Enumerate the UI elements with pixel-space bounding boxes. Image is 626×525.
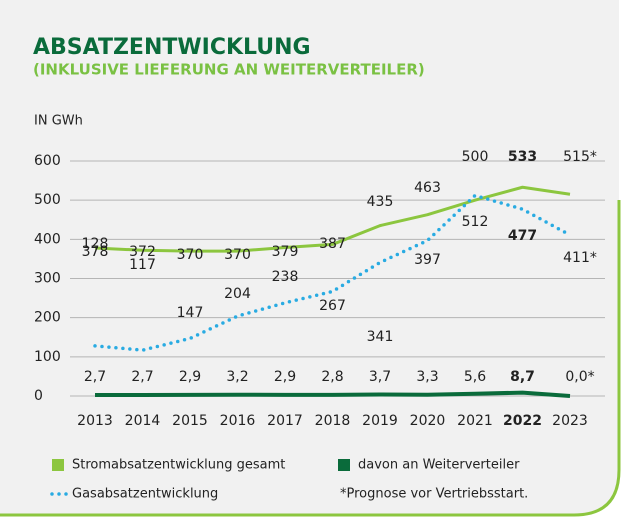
legend-label: Gasabsatzentwicklung (72, 487, 218, 502)
x-tick-label: 2020 (410, 413, 446, 429)
y-tick-label: 100 (34, 349, 61, 365)
data-label: 2,9 (179, 369, 201, 385)
data-label: 204 (224, 286, 251, 302)
x-tick-label: 2021 (457, 413, 493, 429)
data-label: 379 (272, 244, 299, 260)
data-label: 477 (508, 228, 537, 244)
data-label: 238 (272, 269, 299, 285)
series-line (95, 390, 571, 398)
data-label: 147 (177, 305, 204, 321)
legend-label: Stromabsatzentwicklung gesamt (72, 458, 285, 473)
panel (0, 0, 619, 515)
data-label: 0,0* (565, 369, 594, 385)
footnote: *Prognose vor Vertriebsstart. (340, 487, 528, 502)
data-label: 372 (129, 244, 156, 260)
chart-subtitle: (INKLUSIVE LIEFERUNG AN WEITERVERTEILER) (33, 61, 425, 79)
panel-border (0, 200, 621, 517)
data-label: 515* (563, 149, 597, 165)
x-tick-label: 2023 (552, 413, 588, 429)
x-tick-label: 2019 (362, 413, 398, 429)
data-label: 117 (129, 257, 156, 273)
x-tick-label: 2022 (503, 413, 542, 429)
y-tick-label: 400 (34, 231, 61, 247)
data-label: 3,2 (226, 369, 248, 385)
data-label: 3,3 (416, 369, 438, 385)
data-label: 5,6 (464, 369, 486, 385)
data-label: 411* (563, 250, 597, 266)
data-label: 435 (367, 194, 394, 210)
data-label: 128 (82, 236, 109, 252)
data-label: 387 (319, 236, 346, 252)
data-label: 267 (319, 298, 346, 314)
x-tick-label: 2017 (267, 413, 303, 429)
data-label: 8,7 (510, 369, 535, 385)
data-label: 2,7 (131, 369, 153, 385)
y-tick-label: 600 (34, 153, 61, 169)
data-label: 397 (414, 252, 441, 268)
data-label: 2,8 (321, 369, 343, 385)
data-label: 533 (508, 149, 537, 165)
y-tick-label: 200 (34, 310, 61, 326)
legend-swatch (338, 459, 350, 471)
y-axis-label: IN GWh (34, 114, 83, 129)
series-line (94, 185, 571, 253)
data-label: 2,9 (274, 369, 296, 385)
data-label: 2,7 (84, 369, 106, 385)
y-tick-label: 300 (34, 271, 61, 287)
legend-label: davon an Weiterverteiler (358, 458, 520, 473)
data-label: 463 (414, 180, 441, 196)
data-label: 3,7 (369, 369, 391, 385)
x-tick-label: 2013 (77, 413, 113, 429)
data-label: 500 (462, 149, 489, 165)
y-tick-label: 0 (34, 388, 43, 404)
data-label: 341 (367, 329, 394, 345)
x-tick-label: 2014 (125, 413, 161, 429)
y-tick-label: 500 (34, 192, 61, 208)
data-label: 370 (224, 247, 251, 263)
x-tick-label: 2016 (220, 413, 256, 429)
data-label: 378 (82, 244, 109, 260)
x-tick-label: 2015 (172, 413, 208, 429)
data-label: 512 (462, 214, 489, 230)
chart-title: ABSATZENTWICKLUNG (33, 35, 311, 60)
x-tick-label: 2018 (315, 413, 351, 429)
legend-swatch (52, 459, 64, 471)
data-label: 370 (177, 247, 204, 263)
